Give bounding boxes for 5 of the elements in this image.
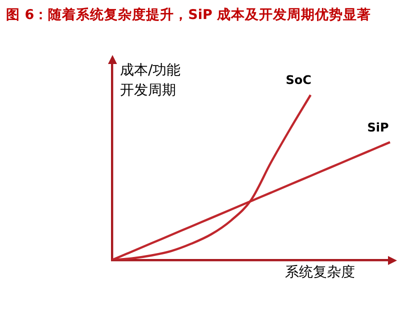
x-axis-title: 系统复杂度 [285, 264, 355, 281]
chart-title: 图 6：随着系统复杂度提升，SiP 成本及开发周期优势显著 [6, 6, 372, 24]
y-axis-title: 成本/功能开发周期 [120, 62, 181, 99]
series-label: SiP [367, 120, 389, 134]
series-label: SoC [286, 73, 312, 88]
